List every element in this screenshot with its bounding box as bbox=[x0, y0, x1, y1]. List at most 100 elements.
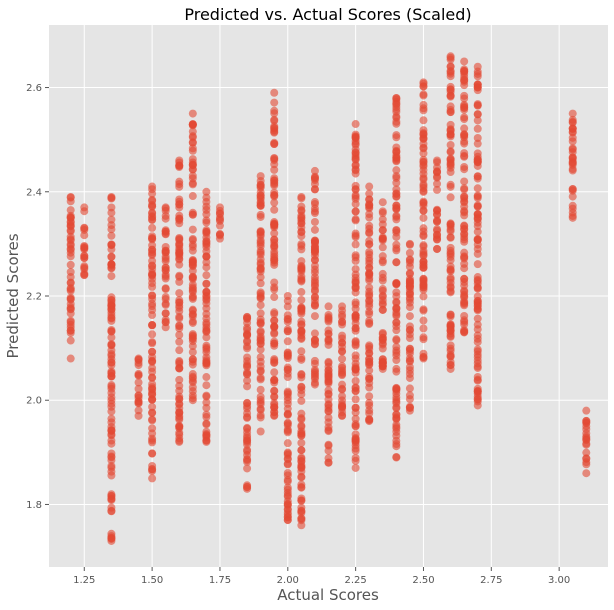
data-point bbox=[473, 331, 482, 340]
point-column bbox=[134, 354, 143, 420]
data-point bbox=[283, 491, 292, 500]
data-point bbox=[134, 356, 143, 365]
data-point bbox=[297, 355, 306, 364]
data-point bbox=[202, 279, 211, 288]
data-point bbox=[175, 322, 184, 331]
point-column bbox=[175, 156, 184, 446]
data-point bbox=[351, 463, 360, 472]
data-point bbox=[297, 257, 306, 266]
data-point bbox=[310, 225, 319, 234]
point-column bbox=[310, 166, 319, 389]
data-point bbox=[310, 301, 319, 310]
data-point bbox=[405, 279, 414, 288]
data-point bbox=[338, 347, 347, 356]
data-point bbox=[473, 201, 482, 210]
data-point bbox=[107, 503, 116, 512]
data-point bbox=[107, 452, 116, 461]
data-point bbox=[405, 256, 414, 265]
data-point bbox=[405, 363, 414, 372]
data-point bbox=[256, 180, 265, 189]
data-point bbox=[202, 263, 211, 272]
data-point bbox=[473, 325, 482, 334]
data-point bbox=[582, 454, 591, 463]
data-point bbox=[351, 148, 360, 157]
data-point bbox=[351, 270, 360, 279]
data-point bbox=[175, 381, 184, 390]
data-point bbox=[310, 356, 319, 365]
data-point bbox=[446, 331, 455, 340]
data-point bbox=[446, 233, 455, 242]
data-point bbox=[310, 217, 319, 226]
data-point bbox=[405, 354, 414, 363]
data-point bbox=[310, 276, 319, 285]
data-point bbox=[256, 238, 265, 247]
y-axis-label: Predicted Scores bbox=[4, 233, 22, 358]
data-point bbox=[473, 193, 482, 202]
data-point bbox=[310, 378, 319, 387]
data-point bbox=[66, 304, 75, 313]
data-point bbox=[297, 415, 306, 424]
data-point bbox=[473, 234, 482, 243]
data-point bbox=[243, 455, 252, 464]
data-point bbox=[392, 393, 401, 402]
data-point bbox=[568, 208, 577, 217]
data-point bbox=[134, 369, 143, 378]
data-point bbox=[473, 363, 482, 372]
data-point bbox=[175, 331, 184, 340]
data-point bbox=[270, 198, 279, 207]
data-point bbox=[202, 252, 211, 261]
data-point bbox=[433, 244, 442, 253]
data-point bbox=[419, 116, 428, 125]
data-point bbox=[297, 334, 306, 343]
data-point bbox=[66, 217, 75, 226]
data-point bbox=[202, 373, 211, 382]
data-point bbox=[460, 301, 469, 310]
data-point bbox=[148, 380, 157, 389]
data-point bbox=[148, 438, 157, 447]
data-point bbox=[324, 413, 333, 422]
data-point bbox=[270, 88, 279, 97]
data-point bbox=[351, 166, 360, 175]
point-column bbox=[473, 62, 482, 410]
data-point bbox=[310, 237, 319, 246]
data-point bbox=[270, 176, 279, 185]
data-point bbox=[283, 477, 292, 486]
data-point bbox=[324, 423, 333, 432]
data-point bbox=[134, 391, 143, 400]
data-point bbox=[283, 348, 292, 357]
data-point bbox=[107, 272, 116, 281]
data-point bbox=[175, 399, 184, 408]
data-point bbox=[80, 207, 89, 216]
data-point bbox=[582, 417, 591, 426]
data-point bbox=[270, 229, 279, 238]
data-point bbox=[175, 161, 184, 170]
point-column bbox=[188, 109, 197, 405]
data-point bbox=[351, 181, 360, 190]
data-point bbox=[256, 357, 265, 366]
data-point bbox=[283, 418, 292, 427]
data-point bbox=[473, 283, 482, 292]
data-point bbox=[460, 162, 469, 171]
data-point bbox=[297, 383, 306, 392]
data-point bbox=[66, 284, 75, 293]
data-point bbox=[215, 230, 224, 239]
data-point bbox=[270, 329, 279, 338]
data-point bbox=[460, 91, 469, 100]
data-point bbox=[256, 201, 265, 210]
data-point bbox=[175, 301, 184, 310]
data-point bbox=[419, 324, 428, 333]
data-point bbox=[473, 375, 482, 384]
data-point bbox=[392, 413, 401, 422]
data-point bbox=[256, 413, 265, 422]
point-column bbox=[256, 172, 265, 436]
data-point bbox=[297, 296, 306, 305]
x-tick-label: 2.25 bbox=[345, 575, 367, 586]
data-point bbox=[202, 296, 211, 305]
data-point bbox=[270, 205, 279, 214]
data-point bbox=[419, 306, 428, 315]
data-point bbox=[419, 162, 428, 171]
data-point bbox=[351, 240, 360, 249]
data-point bbox=[148, 282, 157, 291]
data-point bbox=[365, 409, 374, 418]
point-column bbox=[419, 78, 428, 363]
